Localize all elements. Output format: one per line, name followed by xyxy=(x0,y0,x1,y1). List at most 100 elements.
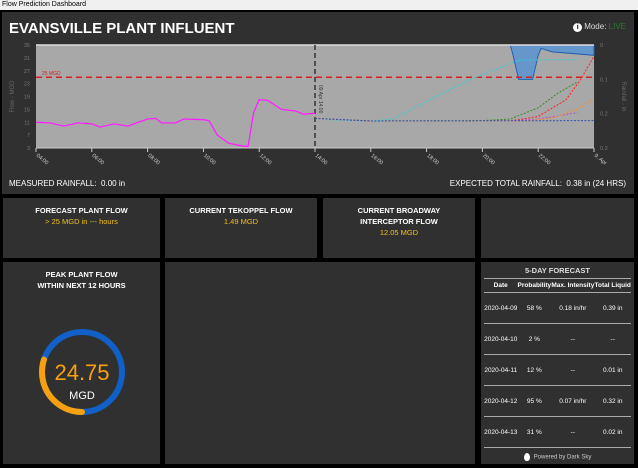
y-axis-label: Flow - MGD xyxy=(10,80,16,113)
table-cell: 2 % xyxy=(517,323,552,355)
measured-flow-line xyxy=(35,99,316,148)
table-row: 2020-04-13 31 % -- 0.02 in xyxy=(484,416,631,448)
table-row: 2020-04-11 12 % -- 0.01 in xyxy=(484,354,631,386)
gauge-fill xyxy=(39,329,125,415)
column-header: Total Liquid xyxy=(594,279,631,293)
mode-indicator: i Mode: LIVE xyxy=(573,22,626,32)
broadway-flow-panel: CURRENT BROADWAY INTERCEPTOR FLOW 12.05 M… xyxy=(323,198,475,258)
panel-title: FORECAST PLANT FLOW xyxy=(35,206,128,215)
panel-value: 12.05 MGD xyxy=(379,228,419,237)
x-tick-label: 16:00 xyxy=(370,153,384,166)
table-cell: 95 % xyxy=(517,385,552,417)
measured-rainfall-value: 0.00 in xyxy=(101,179,126,188)
window-title: Flow Prediction Dashboard xyxy=(0,0,638,10)
table-cell: 0.07 in/hr xyxy=(551,385,595,417)
dark-sky-icon xyxy=(523,453,530,461)
mode-label: Mode: xyxy=(584,22,607,31)
forecast-line-green xyxy=(314,81,578,122)
empty-panel xyxy=(481,198,634,258)
table-row: 2020-04-12 95 % 0.07 in/hr 0.32 in xyxy=(484,385,631,417)
panel-title-line1: CURRENT BROADWAY xyxy=(357,206,441,215)
y-tick-label: 35 xyxy=(24,43,30,49)
measured-rainfall-label: MEASURED RAINFALL: xyxy=(9,179,97,188)
table-row: 2020-04-10 2 % -- -- xyxy=(484,323,631,355)
forecast-plant-flow-panel: FORECAST PLANT FLOW > 25 MGD in --- hour… xyxy=(3,198,160,258)
dark-sky-attribution[interactable]: Powered by Dark Sky xyxy=(484,453,631,461)
table-cell: 12 % xyxy=(517,354,552,386)
y-tick-label: 3 xyxy=(27,146,30,152)
expected-rainfall-label: EXPECTED TOTAL RAINFALL: xyxy=(449,179,562,188)
measured-rainfall: MEASURED RAINFALL: 0.00 in xyxy=(9,179,125,188)
forecast-line-blue xyxy=(314,117,595,122)
table-cell: 0.02 in xyxy=(594,416,631,448)
panel-value: 1.49 MGD xyxy=(223,217,259,226)
expected-rainfall-value: 0.38 in (24 HRS) xyxy=(566,179,626,188)
five-day-forecast-panel: 5-DAY FORECAST Date Probability Max. Inten… xyxy=(481,262,634,464)
y2-tick-label: 0.1 xyxy=(600,77,608,83)
x-tick-label: 9. Apr xyxy=(593,153,608,167)
rainfall-area xyxy=(315,44,595,80)
x-tick-label: 18:00 xyxy=(425,153,439,166)
plant-influent-panel: EVANSVILLE PLANT INFLUENT i Mode: LIVE 35… xyxy=(2,12,634,194)
footer-text: Powered by Dark Sky xyxy=(533,454,592,461)
expected-rainfall: EXPECTED TOTAL RAINFALL: 0.38 in (24 HRS… xyxy=(450,179,626,188)
y-tick-label: 7 xyxy=(27,133,30,139)
page-title: EVANSVILLE PLANT INFLUENT xyxy=(9,20,235,37)
current-time-label: 09 Apr 14:00 xyxy=(317,85,323,114)
gauge-value: 24.75 xyxy=(54,360,109,385)
x-tick-label: 06:00 xyxy=(91,153,105,166)
x-tick-label: 04:00 xyxy=(35,153,49,166)
y-tick-label: 27 xyxy=(24,69,30,75)
table-cell: 0.39 in xyxy=(594,292,631,324)
table-cell: 2020-04-13 xyxy=(484,416,518,448)
empty-panel-large xyxy=(165,262,475,464)
table-cell: -- xyxy=(551,323,595,355)
table-cell: 58 % xyxy=(517,292,552,324)
panel-value: > 25 MGD in --- hours xyxy=(45,217,118,226)
table-cell: 2020-04-11 xyxy=(484,354,518,386)
column-header: Max. Intensity xyxy=(551,279,595,293)
threshold-label: 25 MGD xyxy=(42,71,61,77)
y-tick-label: 31 xyxy=(24,56,30,62)
y2-tick-label: 0 xyxy=(600,43,603,49)
x-tick-label: 22:00 xyxy=(537,153,551,166)
tekoppel-flow-panel: CURRENT TEKOPPEL FLOW 1.49 MGD xyxy=(165,198,317,258)
forecast-title: 5-DAY FORECAST xyxy=(484,262,631,279)
x-tick-label: 12:00 xyxy=(258,153,272,166)
y-tick-label: 11 xyxy=(24,120,30,126)
x-tick-label: 20:00 xyxy=(481,153,495,166)
column-header: Probability xyxy=(517,279,552,293)
x-tick-label: 10:00 xyxy=(202,153,216,166)
table-cell: 0.32 in xyxy=(594,385,631,417)
panel-title: CURRENT TEKOPPEL FLOW xyxy=(189,206,293,215)
panel-title: CURRENT BROADWAY INTERCEPTOR FLOW xyxy=(323,205,475,227)
table-cell: -- xyxy=(551,354,595,386)
gauge-unit: MGD xyxy=(69,390,95,402)
table-cell: 2020-04-12 xyxy=(484,385,518,417)
y-tick-label: 15 xyxy=(24,107,30,113)
panel-title-line1: PEAK PLANT FLOW xyxy=(45,270,118,279)
info-icon[interactable]: i xyxy=(573,23,583,32)
peak-plant-flow-panel: PEAK PLANT FLOW WITHIN NEXT 12 HOURS 24.7… xyxy=(3,262,160,464)
table-cell: -- xyxy=(594,323,631,355)
table-cell: 0.01 in xyxy=(594,354,631,386)
panel-title-line2: WITHIN NEXT 12 HOURS xyxy=(37,281,126,290)
table-cell: -- xyxy=(551,416,595,448)
x-tick-label: 08:00 xyxy=(146,153,160,166)
mode-value: LIVE xyxy=(608,22,626,31)
y-tick-label: 19 xyxy=(24,95,30,101)
peak-flow-gauge: 24.75 MGD xyxy=(39,329,125,415)
table-row: 2020-04-09 58 % 0.18 in/hr 0.39 in xyxy=(484,292,631,324)
column-header: Date xyxy=(484,279,518,293)
y2-tick-label: 0.3 xyxy=(600,146,608,152)
panel-title-line2: INTERCEPTOR FLOW xyxy=(360,217,438,226)
y-tick-label: 23 xyxy=(24,82,30,88)
table-cell: 0.18 in/hr xyxy=(551,292,595,324)
flow-chart: 35 31 27 23 19 15 11 7 3 0 0.1 0.2 0.3 Flow - MGD Rain… xyxy=(10,43,626,167)
panel-title: PEAK PLANT FLOW WITHIN NEXT 12 HOURS xyxy=(3,269,160,291)
y2-axis-label: Rainfall - in xyxy=(620,81,626,111)
x-tick-label: 14:00 xyxy=(314,153,328,166)
y2-tick-label: 0.2 xyxy=(600,112,608,118)
table-cell: 31 % xyxy=(517,416,552,448)
forecast-table: Date Probability Max. Intensity Total Liqui… xyxy=(484,279,631,448)
